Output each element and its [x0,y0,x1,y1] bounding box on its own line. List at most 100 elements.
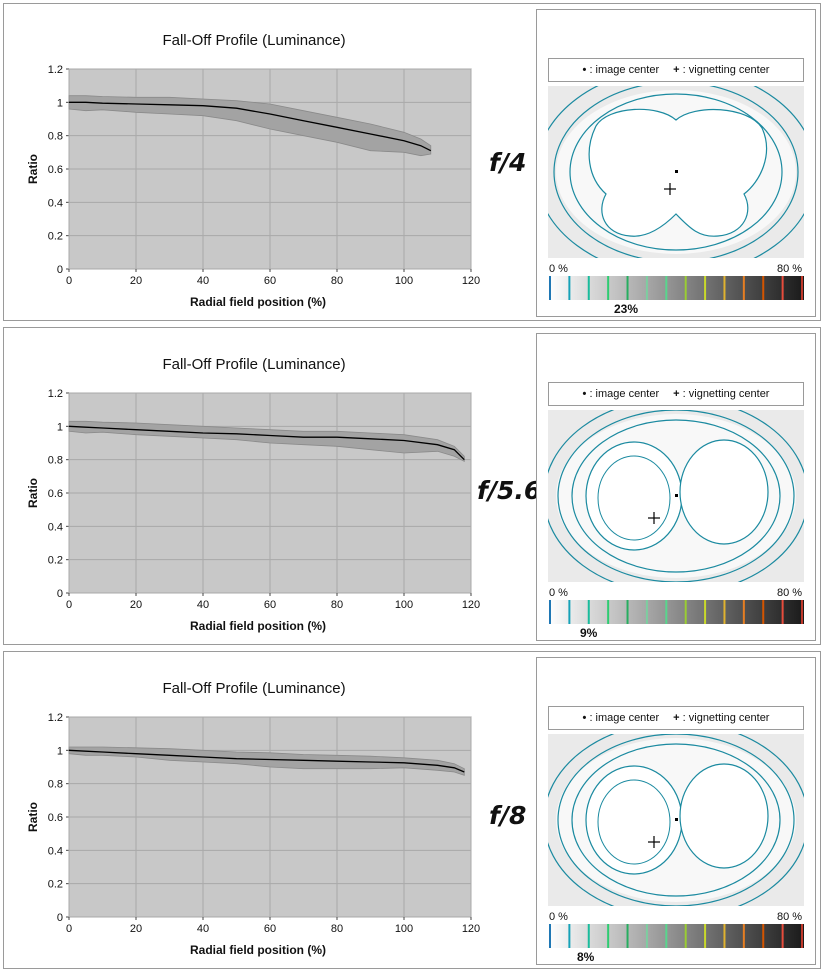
x-tick-label: 0 [66,923,72,935]
vignetting-map-box: • : image center + : vignetting center 0 %… [536,9,816,317]
fstop-label: f/4 [489,148,527,177]
y-tick-label: 0.6 [48,812,63,824]
vignetting-percentage: 9% [580,626,598,640]
falloff-line [68,425,465,461]
x-tick-label: 0 [66,599,72,611]
chart-title: Fall-Off Profile (Luminance) [162,356,345,373]
panel-2: Fall-Off Profile (Luminance) 0 0.2 0.4 0.6 0.… [3,327,821,645]
falloff-line [68,749,465,773]
fstop-label: f/8 [489,801,527,830]
contour-lobe-right [679,763,769,869]
vignetting-color-scale [548,276,804,300]
vignetting-contour-map [548,410,804,582]
falloff-chart-1: Fall-Off Profile (Luminance) 0 0.2 0.4 0.6 0.… [26,32,480,309]
map-legend: • : image center + : vignetting center [548,706,804,730]
map-legend: • : image center + : vignetting center [548,382,804,406]
vignetting-center-label: : vignetting center [682,712,770,724]
x-axis-label: Radial field position (%) [190,295,326,309]
x-tick-label: 120 [462,599,480,611]
vignetting-color-scale [548,600,804,624]
x-tick-label: 100 [395,923,413,935]
chart-title: Fall-Off Profile (Luminance) [162,680,345,697]
panel-3: Fall-Off Profile (Luminance) 0 0.2 0.4 0.6 0.… [3,651,821,969]
y-tick-label: 1 [57,745,63,757]
y-tick-label: 1.2 [48,712,63,724]
vignetting-percentage: 8% [577,950,595,964]
contour-ring [553,86,799,258]
x-axis-label: Radial field position (%) [190,619,326,633]
map-legend: • : image center + : vignetting center [548,58,804,82]
x-tick-label: 120 [462,275,480,287]
x-tick-label: 80 [331,599,343,611]
y-tick-label: 1 [57,421,63,433]
vignetting-center-marker: + [673,712,680,724]
image-center-marker: • [582,64,587,76]
y-tick-label: 0.2 [48,555,63,567]
image-center-label: : image center [589,64,660,76]
x-tick-label: 20 [130,599,142,611]
y-tick-label: 0.4 [48,197,63,209]
y-tick-label: 0.4 [48,521,63,533]
y-tick-label: 1 [57,97,63,109]
scale-min-label: 0 % [549,911,568,923]
x-tick-label: 20 [130,923,142,935]
y-axis-label: Ratio [26,478,40,508]
x-tick-label: 100 [395,275,413,287]
y-tick-label: 0.4 [48,845,63,857]
contour-inner [597,779,671,865]
image-center-dot [675,494,678,497]
x-tick-label: 40 [197,923,209,935]
x-tick-label: 40 [197,275,209,287]
image-center-marker: • [582,712,587,724]
vignetting-center-label: : vignetting center [682,388,770,400]
y-tick-label: 0.2 [48,879,63,891]
deviation-band [68,746,465,776]
image-center-label: : image center [589,388,660,400]
image-center-label: : image center [589,712,660,724]
x-tick-label: 20 [130,275,142,287]
vignetting-map-box: • : image center + : vignetting center 0 %… [536,657,816,965]
scale-max-label: 80 % [777,587,803,599]
x-tick-label: 60 [264,599,276,611]
contour-lobe-right [679,439,769,545]
x-tick-label: 60 [264,923,276,935]
y-tick-label: 0.8 [48,131,63,143]
y-tick-label: 1.2 [48,64,63,76]
contour-ring [557,410,795,582]
vignetting-contour-map [548,734,804,906]
y-tick-label: 0 [57,588,63,600]
image-center-marker: • [582,388,587,400]
y-tick-label: 0.2 [48,231,63,243]
y-tick-label: 0.8 [48,455,63,467]
image-center-dot [675,818,678,821]
chart-title: Fall-Off Profile (Luminance) [162,32,345,49]
vignetting-center-marker: + [673,64,680,76]
x-tick-label: 60 [264,275,276,287]
y-tick-label: 1.2 [48,388,63,400]
x-tick-label: 120 [462,923,480,935]
falloff-chart-3: Fall-Off Profile (Luminance) 0 0.2 0.4 0.6 0.… [26,680,480,957]
x-tick-label: 40 [197,599,209,611]
y-axis-label: Ratio [26,802,40,832]
scale-max-label: 80 % [777,911,803,923]
deviation-band [68,95,432,157]
contour-inner [597,455,671,541]
scale-min-label: 0 % [549,587,568,599]
vignetting-contour-map [548,86,804,258]
y-tick-label: 0 [57,912,63,924]
y-axis-label: Ratio [26,154,40,184]
y-tick-label: 0.6 [48,488,63,500]
contour-lobe-left [585,441,683,551]
x-tick-label: 0 [66,275,72,287]
y-tick-label: 0.6 [48,164,63,176]
vignetting-map-box: • : image center + : vignetting center 0 %… [536,333,816,641]
scale-min-label: 0 % [549,263,568,275]
y-tick-label: 0.8 [48,779,63,791]
contour-ring [571,419,781,573]
image-center-dot [675,170,678,173]
x-axis-label: Radial field position (%) [190,943,326,957]
contour-ring [557,734,795,906]
contour-ring [569,93,783,251]
x-tick-label: 80 [331,923,343,935]
falloff-chart-2: Fall-Off Profile (Luminance) 0 0.2 0.4 0.6 0.… [26,356,480,633]
